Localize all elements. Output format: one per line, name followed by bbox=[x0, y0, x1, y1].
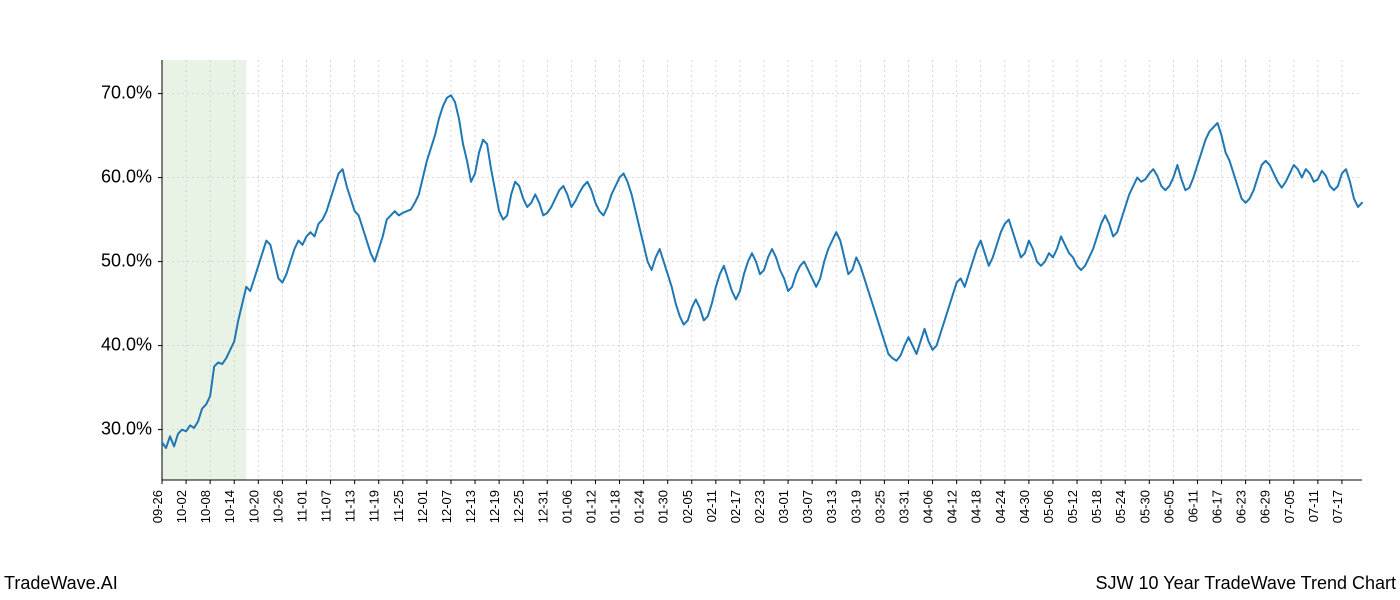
x-tick-label: 11-25 bbox=[391, 490, 406, 522]
x-tick-label: 03-25 bbox=[872, 490, 887, 523]
x-tick-label: 04-12 bbox=[945, 490, 960, 523]
x-tick-label: 12-25 bbox=[511, 490, 526, 523]
x-tick-label: 06-11 bbox=[1185, 490, 1200, 522]
x-tick-label: 10-08 bbox=[198, 490, 213, 523]
x-tick-label: 03-19 bbox=[848, 490, 863, 523]
brand-label: TradeWave.AI bbox=[4, 573, 118, 594]
x-tick-label: 06-23 bbox=[1234, 490, 1249, 523]
x-tick-label: 05-24 bbox=[1113, 490, 1128, 523]
x-tick-label: 07-11 bbox=[1306, 490, 1321, 522]
x-tick-label: 12-31 bbox=[535, 490, 550, 523]
x-tick-label: 04-24 bbox=[993, 490, 1008, 523]
x-tick-label: 04-18 bbox=[969, 490, 984, 523]
x-tick-label: 11-01 bbox=[294, 490, 309, 522]
x-tick-label: 04-30 bbox=[1017, 490, 1032, 523]
x-tick-label: 03-13 bbox=[824, 490, 839, 523]
x-tick-label: 10-14 bbox=[222, 490, 237, 523]
x-tick-label: 06-17 bbox=[1210, 490, 1225, 523]
x-tick-label: 11-07 bbox=[319, 490, 334, 522]
x-tick-label: 01-12 bbox=[583, 490, 598, 523]
y-tick-label: 30.0% bbox=[101, 418, 152, 438]
x-tick-label: 10-20 bbox=[246, 490, 261, 523]
x-tick-label: 10-26 bbox=[270, 490, 285, 523]
x-tick-label: 03-07 bbox=[800, 490, 815, 523]
x-tick-label: 12-07 bbox=[439, 490, 454, 523]
x-tick-label: 01-18 bbox=[608, 490, 623, 523]
y-tick-label: 60.0% bbox=[101, 166, 152, 186]
x-tick-label: 04-06 bbox=[921, 490, 936, 523]
x-tick-label: 11-13 bbox=[343, 490, 358, 522]
x-tick-label: 06-05 bbox=[1161, 490, 1176, 523]
x-tick-label: 12-19 bbox=[487, 490, 502, 523]
x-tick-label: 07-17 bbox=[1330, 490, 1345, 523]
x-tick-label: 12-13 bbox=[463, 490, 478, 523]
x-tick-label: 01-24 bbox=[632, 490, 647, 523]
highlight-band bbox=[162, 60, 246, 480]
x-tick-label: 05-12 bbox=[1065, 490, 1080, 523]
y-tick-label: 50.0% bbox=[101, 250, 152, 270]
x-tick-label: 05-30 bbox=[1137, 490, 1152, 523]
x-tick-label: 02-23 bbox=[752, 490, 767, 523]
x-tick-label: 07-05 bbox=[1282, 490, 1297, 523]
x-tick-label: 06-29 bbox=[1258, 490, 1273, 523]
x-tick-label: 05-18 bbox=[1089, 490, 1104, 523]
x-tick-label: 12-01 bbox=[415, 490, 430, 523]
x-tick-label: 02-17 bbox=[728, 490, 743, 523]
x-tick-label: 03-31 bbox=[896, 490, 911, 523]
y-tick-label: 70.0% bbox=[101, 82, 152, 102]
x-tick-label: 02-11 bbox=[704, 490, 719, 522]
chart-title: SJW 10 Year TradeWave Trend Chart bbox=[1096, 573, 1396, 594]
x-tick-label: 03-01 bbox=[776, 490, 791, 523]
x-tick-label: 10-02 bbox=[174, 490, 189, 523]
x-tick-label: 05-06 bbox=[1041, 490, 1056, 523]
x-tick-label: 02-05 bbox=[680, 490, 695, 523]
trend-chart: 09-26 10-02 10-08 10-14 10-20 10-26 11-01 11-07… bbox=[0, 0, 1400, 600]
x-tick-label: 01-06 bbox=[559, 490, 574, 523]
x-tick-label: 09-26 bbox=[150, 490, 165, 523]
y-tick-label: 40.0% bbox=[101, 334, 152, 354]
x-tick-label: 01-30 bbox=[656, 490, 671, 523]
x-tick-label: 11-19 bbox=[367, 490, 382, 522]
